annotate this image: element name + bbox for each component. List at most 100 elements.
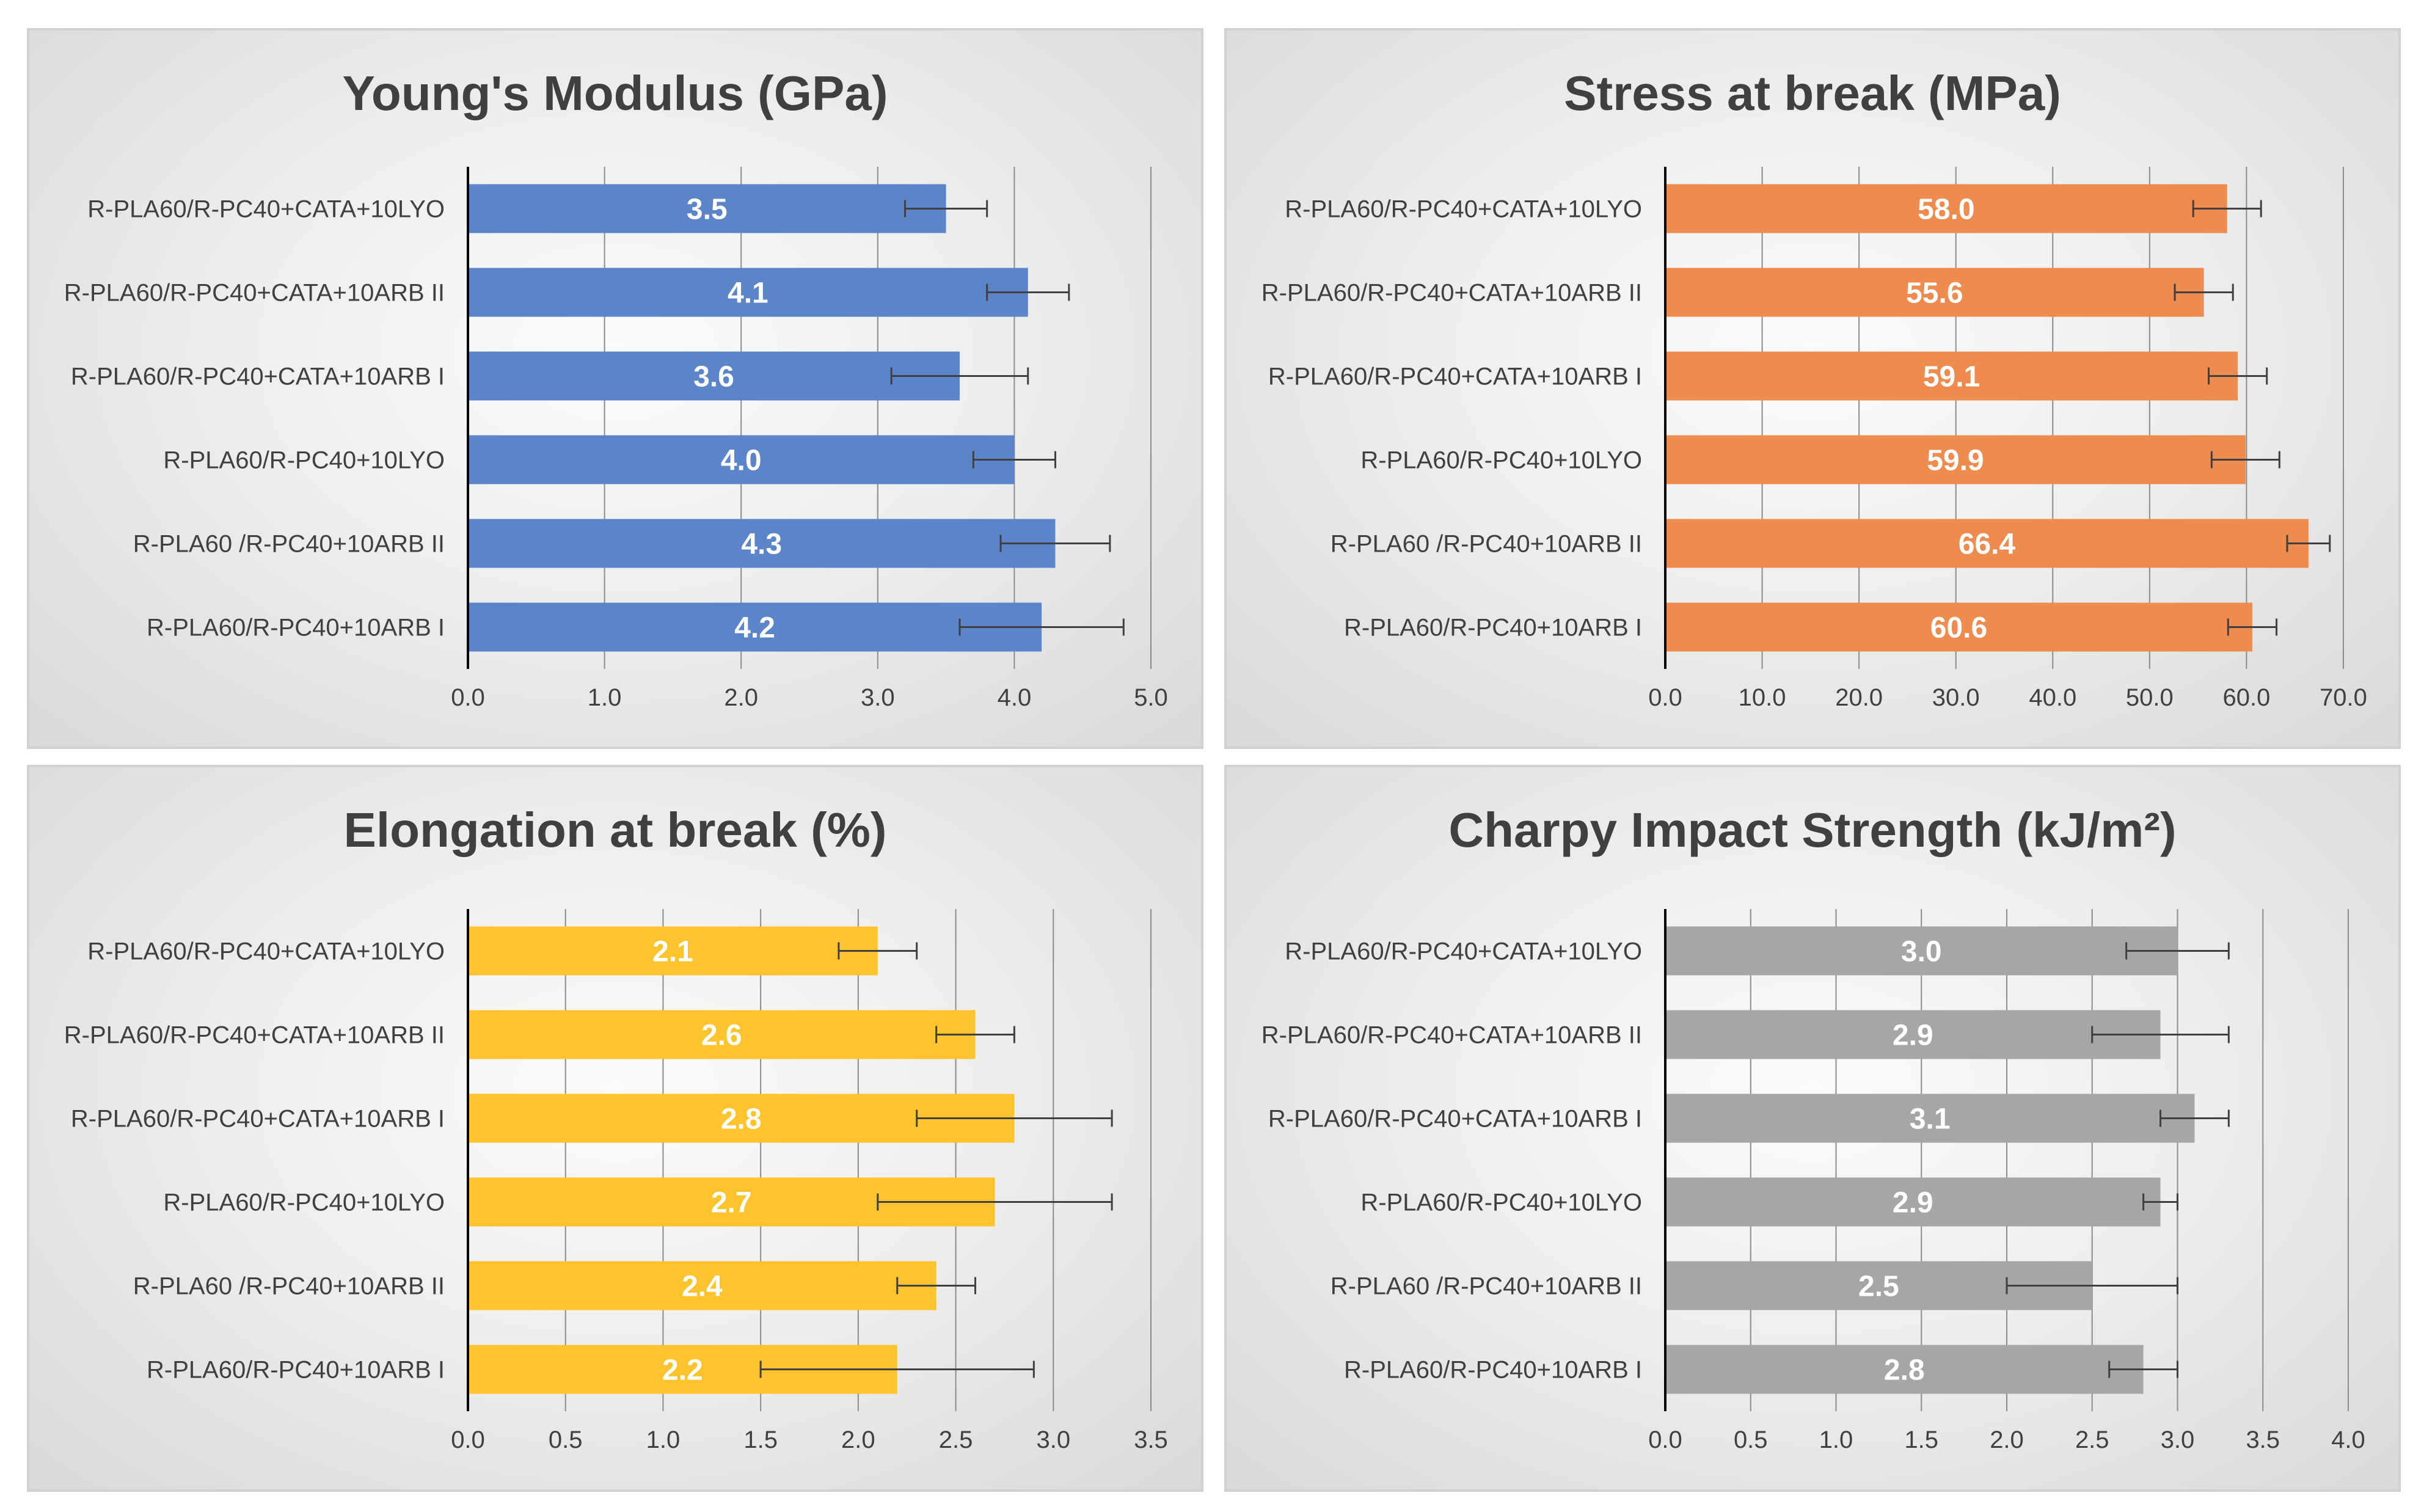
x-tick-label: 3.0 <box>861 684 895 711</box>
x-tick-label: 10.0 <box>1739 684 1786 711</box>
data-label: 3.1 <box>1910 1103 1951 1136</box>
category-label: R-PLA60/R-PC40+CATA+10ARB I <box>71 363 445 390</box>
category-label: R-PLA60/R-PC40+10LYO <box>1360 447 1642 474</box>
data-label: 2.1 <box>652 936 693 968</box>
category-label: R-PLA60 /R-PC40+10ARB II <box>133 531 445 558</box>
category-label: R-PLA60/R-PC40+10ARB I <box>1344 615 1642 641</box>
x-tick-label: 0.0 <box>1648 684 1682 711</box>
x-tick-label: 30.0 <box>1932 684 1980 711</box>
bar <box>1665 926 2178 976</box>
data-label: 59.1 <box>1923 361 1980 393</box>
data-label: 2.8 <box>721 1103 762 1136</box>
youngs-modulus-chart-panel: Young's Modulus (GPa) 0.0 1.0 2.0 3.0 4.0 5.0 3… <box>27 28 1203 749</box>
x-tick-label: 40.0 <box>2029 684 2076 711</box>
x-tick-label: 0.0 <box>451 684 485 711</box>
category-label: R-PLA60/R-PC40+CATA+10ARB I <box>1268 363 1642 390</box>
category-label: R-PLA60 /R-PC40+10ARB II <box>1331 1273 1642 1300</box>
bar <box>468 926 878 976</box>
bar <box>468 519 1056 568</box>
x-tick-label: 2.0 <box>1990 1426 2024 1453</box>
x-tick-label: 20.0 <box>1835 684 1883 711</box>
x-tick-label: 50.0 <box>2126 684 2174 711</box>
bar <box>468 602 1042 652</box>
bar <box>1665 1345 2144 1394</box>
x-tick-label: 70.0 <box>2320 684 2367 711</box>
bar <box>468 1010 976 1059</box>
category-label: R-PLA60/R-PC40+10ARB I <box>1344 1357 1642 1384</box>
data-label: 55.6 <box>1906 277 1963 310</box>
category-label: R-PLA60/R-PC40+CATA+10ARB I <box>71 1106 445 1133</box>
category-label: R-PLA60/R-PC40+10ARB I <box>147 1357 445 1384</box>
bar <box>1665 351 2238 401</box>
data-label: 58.0 <box>1918 194 1974 226</box>
bar <box>1665 519 2309 568</box>
stress-at-break-chart-panel: Stress at break (MPa) 0.0 10.0 20.0 30.0 40.0… <box>1224 28 2401 749</box>
category-label: R-PLA60/R-PC40+CATA+10ARB II <box>64 1022 445 1049</box>
data-label: 4.1 <box>728 277 768 310</box>
category-label: R-PLA60/R-PC40+CATA+10ARB I <box>1268 1106 1642 1133</box>
x-tick-label: 5.0 <box>1134 684 1168 711</box>
category-label: R-PLA60/R-PC40+10LYO <box>163 1189 445 1216</box>
data-label: 2.6 <box>701 1020 742 1052</box>
category-label: R-PLA60/R-PC40+CATA+10ARB II <box>1261 280 1642 307</box>
x-tick-label: 0.5 <box>1734 1426 1768 1453</box>
x-tick-label: 2.0 <box>724 684 758 711</box>
bar <box>468 268 1028 317</box>
x-tick-label: 3.5 <box>1134 1426 1168 1453</box>
x-tick-label: 0.5 <box>549 1426 583 1453</box>
data-label: 59.9 <box>1927 445 1984 477</box>
chart-title: Elongation at break (%) <box>344 803 887 857</box>
bar <box>1665 1010 2161 1059</box>
data-label: 66.4 <box>1959 528 2016 561</box>
category-label: R-PLA60/R-PC40+CATA+10LYO <box>87 938 445 965</box>
data-label: 3.0 <box>1901 936 1942 968</box>
bar <box>1665 1094 2195 1143</box>
bar <box>1665 268 2204 317</box>
data-label: 3.5 <box>687 194 728 226</box>
bar <box>1665 435 2246 484</box>
category-label: R-PLA60/R-PC40+CATA+10LYO <box>87 196 445 223</box>
data-label: 2.7 <box>711 1187 752 1219</box>
chart-title: Young's Modulus (GPa) <box>342 66 888 120</box>
charpy-impact-strength-chart: Charpy Impact Strength (kJ/m²) 0.0 0.5 1.0 1… <box>1261 803 2365 1453</box>
category-label: R-PLA60/R-PC40+10LYO <box>1360 1189 1642 1216</box>
x-tick-label: 0.0 <box>451 1426 485 1453</box>
bar <box>1665 602 2252 652</box>
bar <box>1665 184 2227 233</box>
category-label: R-PLA60/R-PC40+CATA+10ARB II <box>1261 1022 1642 1049</box>
data-label: 4.3 <box>741 528 782 561</box>
chart-title: Stress at break (MPa) <box>1564 66 2061 120</box>
data-label: 2.2 <box>662 1354 703 1387</box>
elongation-at-break-chart: Elongation at break (%) 0.0 0.5 1.0 1.5 2.0 2.… <box>64 803 1168 1453</box>
bar <box>468 351 960 401</box>
category-label: R-PLA60 /R-PC40+10ARB II <box>1331 531 1642 558</box>
category-label: R-PLA60/R-PC40+CATA+10LYO <box>1285 938 1642 965</box>
data-label: 4.2 <box>734 612 775 645</box>
x-tick-label: 3.5 <box>2246 1426 2280 1453</box>
data-label: 2.5 <box>1858 1271 1899 1303</box>
elongation-at-break-chart-panel: Elongation at break (%) 0.0 0.5 1.0 1.5 2.0 2.… <box>27 765 1203 1492</box>
data-label: 4.0 <box>721 445 762 477</box>
data-label: 2.9 <box>1893 1020 1933 1052</box>
data-label: 2.9 <box>1893 1187 1933 1219</box>
category-label: R-PLA60 /R-PC40+10ARB II <box>133 1273 445 1300</box>
x-tick-label: 3.0 <box>2161 1426 2195 1453</box>
category-label: R-PLA60/R-PC40+10ARB I <box>147 615 445 641</box>
chart-title: Charpy Impact Strength (kJ/m²) <box>1448 803 2176 857</box>
x-tick-label: 1.0 <box>1819 1426 1853 1453</box>
data-label: 2.8 <box>1884 1354 1925 1387</box>
category-label: R-PLA60/R-PC40+CATA+10LYO <box>1285 196 1642 223</box>
bar <box>1665 1177 2161 1227</box>
category-label: R-PLA60/R-PC40+10LYO <box>163 447 445 474</box>
data-label: 2.4 <box>682 1271 723 1303</box>
charpy-impact-strength-chart-panel: Charpy Impact Strength (kJ/m²) 0.0 0.5 1.0 1… <box>1224 765 2401 1492</box>
data-label: 60.6 <box>1930 612 1987 645</box>
x-tick-label: 4.0 <box>998 684 1032 711</box>
category-label: R-PLA60/R-PC40+CATA+10ARB II <box>64 280 445 307</box>
x-tick-label: 4.0 <box>2331 1426 2365 1453</box>
x-tick-label: 60.0 <box>2222 684 2270 711</box>
bar <box>468 435 1015 484</box>
x-tick-label: 1.5 <box>743 1426 778 1453</box>
x-tick-label: 1.0 <box>646 1426 681 1453</box>
bar <box>468 184 946 233</box>
